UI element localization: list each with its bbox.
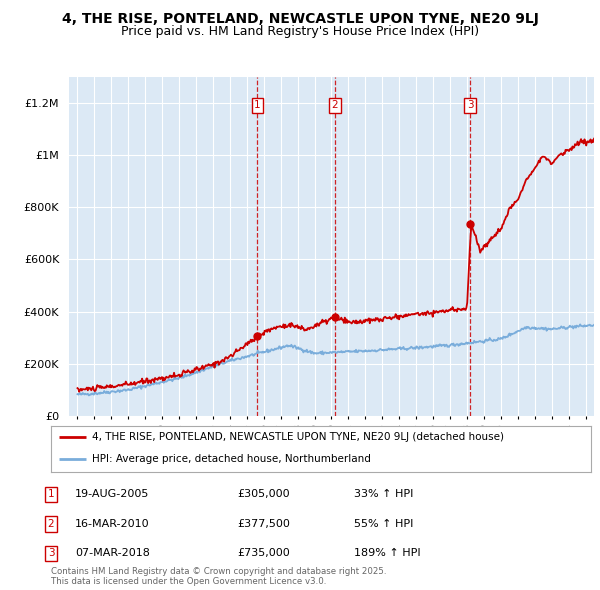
Text: 07-MAR-2018: 07-MAR-2018 — [75, 549, 150, 558]
Text: 16-MAR-2010: 16-MAR-2010 — [75, 519, 149, 529]
Text: 2: 2 — [47, 519, 55, 529]
Text: Contains HM Land Registry data © Crown copyright and database right 2025.
This d: Contains HM Land Registry data © Crown c… — [51, 567, 386, 586]
Text: £377,500: £377,500 — [237, 519, 290, 529]
Text: HPI: Average price, detached house, Northumberland: HPI: Average price, detached house, Nort… — [91, 454, 370, 464]
Text: 3: 3 — [467, 100, 473, 110]
Text: 2: 2 — [332, 100, 338, 110]
Text: 1: 1 — [254, 100, 261, 110]
Text: 4, THE RISE, PONTELAND, NEWCASTLE UPON TYNE, NE20 9LJ: 4, THE RISE, PONTELAND, NEWCASTLE UPON T… — [62, 12, 538, 26]
Text: 19-AUG-2005: 19-AUG-2005 — [75, 490, 149, 499]
Text: 55% ↑ HPI: 55% ↑ HPI — [354, 519, 413, 529]
Text: 33% ↑ HPI: 33% ↑ HPI — [354, 490, 413, 499]
Text: 3: 3 — [47, 549, 55, 558]
Text: £305,000: £305,000 — [237, 490, 290, 499]
Text: 189% ↑ HPI: 189% ↑ HPI — [354, 549, 421, 558]
Text: Price paid vs. HM Land Registry's House Price Index (HPI): Price paid vs. HM Land Registry's House … — [121, 25, 479, 38]
Text: 1: 1 — [47, 490, 55, 499]
Text: £735,000: £735,000 — [237, 549, 290, 558]
Text: 4, THE RISE, PONTELAND, NEWCASTLE UPON TYNE, NE20 9LJ (detached house): 4, THE RISE, PONTELAND, NEWCASTLE UPON T… — [91, 432, 503, 442]
